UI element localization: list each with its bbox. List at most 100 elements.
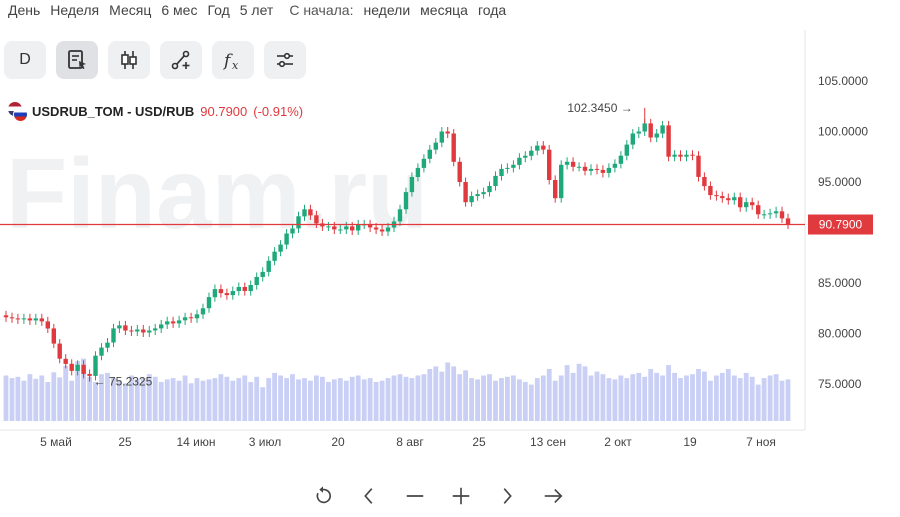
ticker-legend: USDRUB_TOM - USD/RUB 90.7900 (-0.91%) <box>8 102 304 122</box>
volume-bar <box>588 375 594 421</box>
candle-body <box>427 149 432 159</box>
volume-bar <box>642 376 648 421</box>
high-label: 102.3450 → <box>567 101 632 115</box>
volume-bar <box>170 378 176 421</box>
volume-bar <box>248 382 254 421</box>
last-price-label: 90.7900 <box>819 218 863 232</box>
candle-body <box>570 161 576 167</box>
candle-body <box>338 229 343 231</box>
volume-bar <box>254 376 260 421</box>
candle-body <box>206 297 212 309</box>
volume-bar <box>314 375 319 421</box>
candle-body <box>773 211 779 214</box>
volume-bar <box>540 375 546 421</box>
period-day[interactable]: День <box>8 2 41 18</box>
volume-bar <box>636 372 642 421</box>
volume-bar <box>194 378 200 421</box>
ticker-price: 90.7900 <box>200 103 248 119</box>
volume-bar <box>564 365 570 421</box>
candle-body <box>732 197 737 201</box>
period-week[interactable]: Неделя <box>50 2 100 18</box>
since-week[interactable]: недели <box>363 2 411 18</box>
period-year[interactable]: Год <box>207 2 230 18</box>
volume-bar <box>600 374 606 421</box>
period-6-months[interactable]: 6 мес <box>161 2 198 18</box>
candle-body <box>284 233 289 245</box>
volume-bar <box>51 372 57 422</box>
volume-bar <box>773 374 779 421</box>
volume-bar <box>528 384 534 421</box>
period-5-years[interactable]: 5 лет <box>239 2 274 18</box>
x-tick-label: 7 ноя <box>746 435 776 449</box>
volume-bar <box>421 374 427 421</box>
reset-button[interactable] <box>300 481 346 511</box>
volume-bar <box>708 380 713 421</box>
volume-bar <box>672 372 677 421</box>
zoom-out-button[interactable] <box>392 481 438 511</box>
zoom-in-button[interactable] <box>438 481 484 511</box>
candle-body <box>481 192 486 195</box>
candle-body <box>750 202 755 206</box>
notes-cursor-icon <box>68 50 86 69</box>
volume-bar <box>242 375 248 421</box>
volume-bar <box>499 378 504 421</box>
minus-icon <box>406 495 424 497</box>
volume-bar <box>767 375 773 421</box>
y-tick-label: 100.0000 <box>818 125 868 139</box>
interval-button[interactable]: D <box>4 41 46 79</box>
chart-type-button[interactable] <box>108 41 150 79</box>
candle-body <box>403 192 409 210</box>
notes-tool-button[interactable] <box>56 41 98 79</box>
ticker-change: (-0.91%) <box>253 103 304 119</box>
candle-body <box>373 227 379 230</box>
candle-body <box>779 211 785 219</box>
candle-body <box>785 218 791 225</box>
x-tick-label: 8 авг <box>396 435 424 449</box>
candle-body <box>129 330 134 332</box>
y-tick-label: 85.0000 <box>818 276 862 290</box>
volume-bar <box>737 378 743 421</box>
period-month[interactable]: Месяц <box>109 2 152 18</box>
volume-bar <box>379 380 385 421</box>
volume-bar <box>522 382 528 421</box>
candle-body <box>606 167 612 173</box>
since-year[interactable]: года <box>477 2 507 18</box>
candle-body <box>111 328 116 343</box>
candle-body <box>582 166 588 171</box>
volume-bar <box>618 375 624 421</box>
candle-body <box>547 149 552 180</box>
candle-body <box>726 198 731 201</box>
chart-navigation <box>300 481 576 511</box>
volume-bar <box>630 374 636 421</box>
candle-body <box>696 155 701 177</box>
candle-body <box>45 321 50 329</box>
candle-body <box>272 251 277 261</box>
volume-bar <box>487 374 492 421</box>
candle-body <box>105 342 110 348</box>
volume-bar <box>57 377 63 421</box>
settings-sliders-icon <box>277 52 293 68</box>
volume-bar <box>594 371 600 421</box>
candle-body <box>248 285 253 292</box>
volume-bar <box>218 374 224 421</box>
go-to-latest-button[interactable] <box>530 481 576 511</box>
candle-body <box>75 364 80 371</box>
volume-bar <box>75 361 80 421</box>
chevron-left-icon <box>364 488 373 504</box>
volume-bar <box>111 378 116 421</box>
candle-body <box>266 260 271 272</box>
since-label: С начала: <box>289 2 354 18</box>
scroll-left-button[interactable] <box>346 481 392 511</box>
candle-body <box>397 209 403 222</box>
candle-body <box>236 287 241 291</box>
candle-body <box>302 209 307 217</box>
candle-body <box>153 328 158 331</box>
since-month[interactable]: месяца <box>420 2 468 18</box>
volume-bar <box>690 374 695 421</box>
volume-bar <box>433 366 439 421</box>
scroll-right-button[interactable] <box>484 481 530 511</box>
draw-tool-button[interactable] <box>160 41 202 79</box>
settings-button[interactable] <box>264 41 306 79</box>
